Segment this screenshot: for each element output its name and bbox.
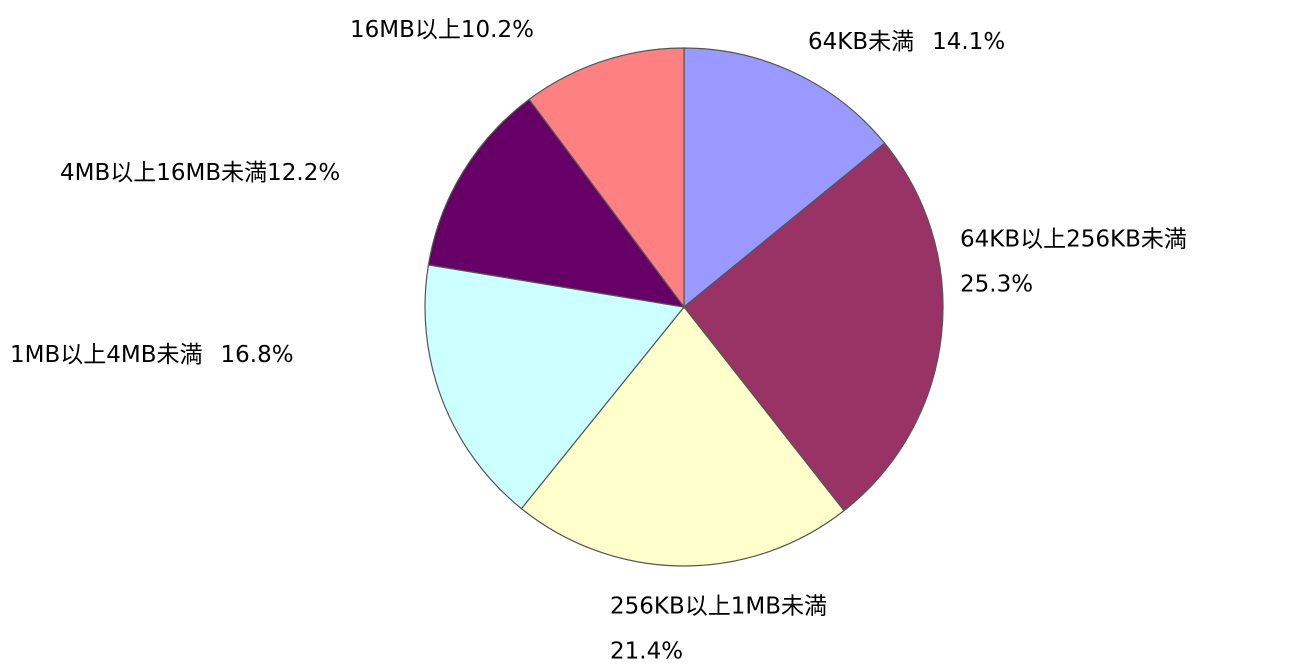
slice-label: 64KB以上256KB未満	[960, 227, 1187, 253]
slice-value-label: 21.4%	[610, 639, 683, 665]
slice-value-label: 12.2%	[267, 160, 340, 186]
slice-label: 1MB以上4MB未満	[10, 342, 203, 368]
slice-value-label: 16.8%	[221, 342, 294, 368]
slice-label-group: 4MB以上16MB未満12.2%	[60, 160, 340, 186]
pie-slice	[683, 142, 944, 512]
slice-label: 256KB以上1MB未満	[610, 594, 827, 620]
slice-label-group: 1MB以上4MB未満 16.8%	[10, 342, 294, 368]
slice-value-label: 25.3%	[960, 272, 1033, 298]
pie-slice	[520, 306, 845, 567]
pie-slice	[683, 47, 886, 309]
slice-label: 4MB以上16MB未満	[60, 160, 267, 186]
pie-slice	[528, 47, 685, 309]
slice-label-group: 64KB未満 14.1%	[808, 29, 1005, 55]
slice-value-label: 14.1%	[932, 29, 1005, 55]
slice-label-group: 16MB以上10.2%	[350, 17, 534, 43]
pie-slice	[424, 264, 686, 510]
pie-slice	[427, 98, 686, 308]
slice-label: 16MB以上	[350, 17, 461, 43]
slice-value-label: 10.2%	[461, 17, 534, 43]
slice-label: 64KB未満	[808, 29, 914, 55]
